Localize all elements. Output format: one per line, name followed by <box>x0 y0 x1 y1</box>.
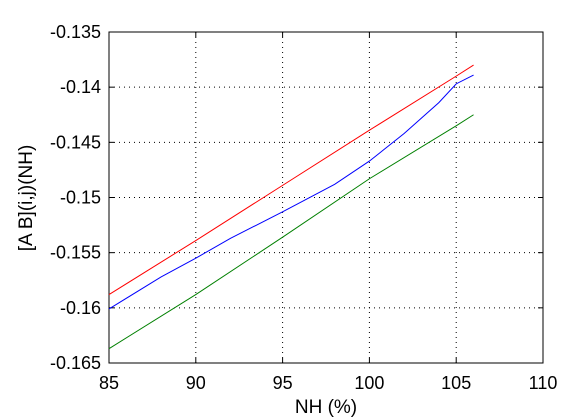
y-tick-label: -0.14 <box>60 77 101 97</box>
x-tick-label: 105 <box>441 373 471 393</box>
y-tick-label: -0.15 <box>60 188 101 208</box>
series-line-2 <box>108 74 474 310</box>
series-line-1 <box>108 64 474 296</box>
x-tick-label: 95 <box>273 373 293 393</box>
x-tick-label: 90 <box>186 373 206 393</box>
plot-area <box>108 31 544 364</box>
y-tick-label: -0.145 <box>50 132 101 152</box>
gridlines <box>109 32 543 363</box>
y-tick-labels: -0.165 -0.16 -0.155 -0.15 -0.145 -0.14 -0.135 <box>50 22 101 373</box>
y-tick-label: -0.16 <box>60 298 101 318</box>
y-tick-label: -0.165 <box>50 353 101 373</box>
y-axis-label: [A B](i,j)(NH) <box>16 145 37 252</box>
x-tick-label: 110 <box>529 373 558 393</box>
x-tick-label: 100 <box>354 373 384 393</box>
series-lines <box>108 64 474 350</box>
y-tick-label: -0.135 <box>50 22 101 42</box>
x-tick-labels: 85 90 95 100 105 110 <box>99 373 557 393</box>
series-line-3 <box>108 114 474 350</box>
y-tick-label: -0.155 <box>50 243 101 263</box>
x-tick-label: 85 <box>99 373 119 393</box>
x-axis-label: NH (%) <box>295 397 357 418</box>
